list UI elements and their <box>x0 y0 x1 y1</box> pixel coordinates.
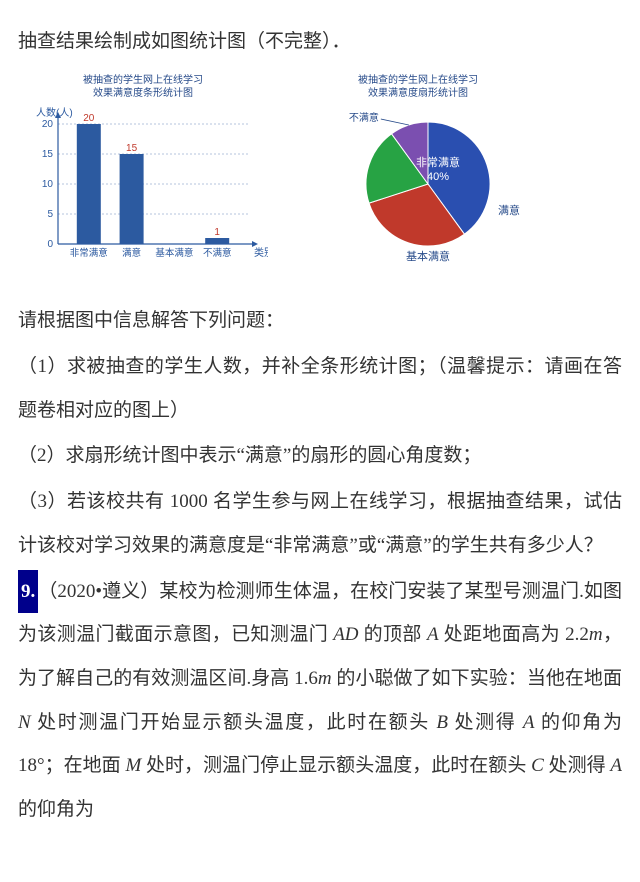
svg-text:0: 0 <box>47 239 53 250</box>
svg-text:基本满意: 基本满意 <box>155 247 193 259</box>
p9-j: 处测得 <box>544 755 611 776</box>
svg-text:不满意: 不满意 <box>349 111 379 124</box>
svg-text:5: 5 <box>47 209 53 220</box>
var-AD: AD <box>333 624 358 645</box>
svg-text:人数(人): 人数(人) <box>36 106 73 119</box>
var-M: M <box>125 755 141 776</box>
svg-text:20: 20 <box>42 119 54 130</box>
svg-text:基本满意: 基本满意 <box>406 249 450 263</box>
svg-text:15: 15 <box>126 143 138 154</box>
p9-i: 处时，测温门停止显示额头温度，此时在额头 <box>141 755 531 776</box>
p9-c: 处距地面高为 2.2 <box>439 624 589 645</box>
svg-text:15: 15 <box>42 149 54 160</box>
bar-title: 被抽查的学生网上在线学习 效果满意度条形统计图 <box>18 74 268 100</box>
svg-text:不满意: 不满意 <box>203 247 232 259</box>
bar-svg: 人数(人) 0 5 10 15 20 20 非常满意 15 满意 基本满意 1 不满意 类别 <box>18 104 268 269</box>
question-1: （1）求被抽查的学生人数，并补全条形统计图；（温馨提示：请画在答题卷相对应的图上… <box>18 345 622 432</box>
svg-text:非常满意: 非常满意 <box>416 155 460 169</box>
p9-g: 处测得 <box>448 712 523 733</box>
question-prompt: 请根据图中信息解答下列问题： <box>18 299 622 343</box>
problem-9: 9.（2020•遵义）某校为检测师生体温，在校门安装了某型号测温门.如图为该测温… <box>18 570 622 832</box>
p9-f: 处时测温门开始显示额头温度，此时在额头 <box>31 712 437 733</box>
p9-b: 的顶部 <box>359 624 427 645</box>
svg-text:1: 1 <box>214 227 220 238</box>
svg-text:满意: 满意 <box>498 203 520 217</box>
var-B: B <box>436 712 448 733</box>
pie-title-l2: 效果满意度扇形统计图 <box>368 88 468 99</box>
svg-text:类别: 类别 <box>254 246 268 259</box>
pie-chart: 被抽查的学生网上在线学习 效果满意度扇形统计图 非常满意 40% 不满意满意基本满意 <box>298 74 538 286</box>
charts-container: 被抽查的学生网上在线学习 效果满意度条形统计图 人数(人) 0 5 10 15 20 20 非… <box>18 74 622 286</box>
var-A2: A <box>523 712 535 733</box>
pie-title-l1: 被抽查的学生网上在线学习 <box>358 75 478 86</box>
var-m1: m <box>589 624 603 645</box>
bar-title-l2: 效果满意度条形统计图 <box>93 88 193 99</box>
question-2: （2）求扇形统计图中表示“满意”的扇形的圆心角度数； <box>18 434 622 478</box>
svg-text:满意: 满意 <box>122 247 141 259</box>
svg-text:20: 20 <box>83 113 95 124</box>
svg-text:非常满意: 非常满意 <box>70 247 108 259</box>
problem-number: 9. <box>18 570 38 614</box>
bar-chart: 被抽查的学生网上在线学习 效果满意度条形统计图 人数(人) 0 5 10 15 20 20 非… <box>18 74 268 286</box>
var-C: C <box>531 755 544 776</box>
var-m2: m <box>318 668 332 689</box>
p9-e: 的小聪做了如下实验：当他在地面 <box>332 668 622 689</box>
bar-title-l1: 被抽查的学生网上在线学习 <box>83 75 203 86</box>
var-N: N <box>18 712 31 733</box>
var-A1: A <box>427 624 439 645</box>
var-A3: A <box>610 755 622 776</box>
p9-k: 的仰角为 <box>18 799 94 820</box>
pie-svg: 非常满意 40% 不满意满意基本满意 <box>298 104 538 269</box>
question-3: （3）若该校共有 1000 名学生参与网上在线学习，根据抽查结果，试估计该校对学… <box>18 480 622 567</box>
pie-title: 被抽查的学生网上在线学习 效果满意度扇形统计图 <box>298 74 538 100</box>
svg-text:40%: 40% <box>427 171 449 183</box>
svg-text:10: 10 <box>42 179 54 190</box>
intro-text: 抽查结果绘制成如图统计图（不完整）． <box>18 20 622 64</box>
